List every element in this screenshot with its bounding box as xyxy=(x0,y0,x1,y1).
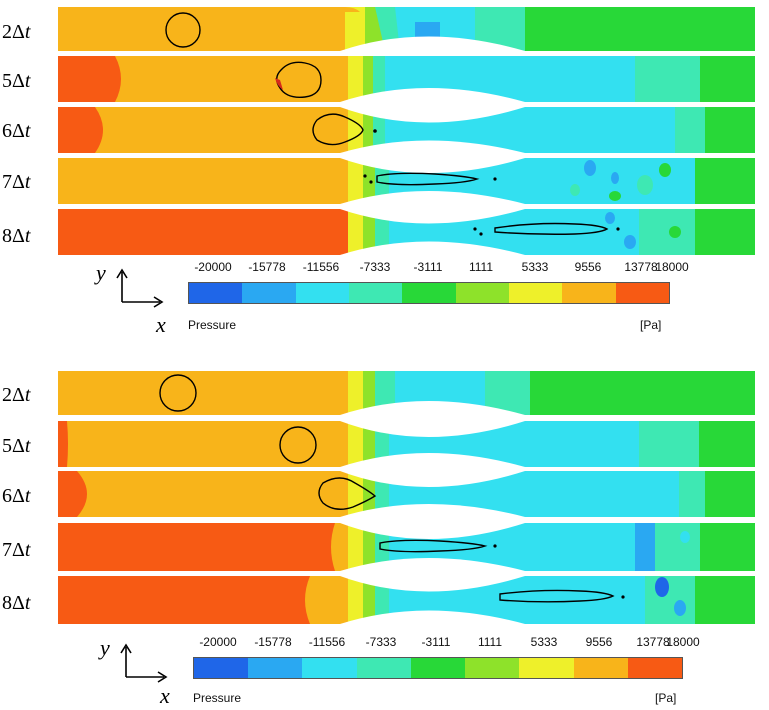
strip-5dt xyxy=(58,56,755,102)
strip-2dt xyxy=(58,7,755,51)
tick-label: -11556 xyxy=(302,260,340,274)
strip-2dt xyxy=(58,371,755,415)
swatch xyxy=(356,658,411,678)
tick-label: -3111 xyxy=(413,260,443,274)
axis-arrows xyxy=(116,268,164,308)
swatch xyxy=(562,283,616,303)
swatch xyxy=(189,283,243,303)
swatch xyxy=(465,658,520,678)
row-label-6dt: 6Δt xyxy=(2,120,31,142)
tick-label: 13778 xyxy=(624,260,658,274)
swatch xyxy=(410,658,466,678)
top-panel: 2Δt 5Δt 6Δt 7Δt 8Δt xyxy=(0,0,769,345)
tick-label: 13778 xyxy=(636,635,670,649)
row-label-7dt: 7Δt xyxy=(2,539,31,561)
pressure-contour-strips xyxy=(58,371,755,624)
tick-label: -15778 xyxy=(254,635,292,649)
row-label-5dt: 5Δt xyxy=(2,435,31,457)
colorbar-unit: [Pa] xyxy=(655,691,677,705)
pressure-colorbar: -20000 -15778 -11556 -7333 -3111 1111 53… xyxy=(188,260,689,340)
row-label-8dt: 8Δt xyxy=(2,592,31,614)
row-label-7dt: 7Δt xyxy=(2,171,31,193)
x-axis-letter: x xyxy=(156,312,166,337)
swatch xyxy=(242,283,296,303)
strip-6dt xyxy=(58,471,755,517)
row-label-6dt: 6Δt xyxy=(2,485,31,507)
tick-label: -3111 xyxy=(421,635,451,649)
tick-label: -15778 xyxy=(248,260,286,274)
swatch xyxy=(519,658,574,678)
colorbar-unit: [Pa] xyxy=(640,318,662,332)
row-label-5dt: 5Δt xyxy=(2,70,31,92)
x-axis-letter: x xyxy=(160,683,170,708)
tick-label: -20000 xyxy=(199,635,237,649)
pressure-contour-strips xyxy=(58,7,755,255)
y-axis-letter: y xyxy=(100,635,110,660)
row-label-2dt: 2Δt xyxy=(2,384,31,406)
colorbar-swatches xyxy=(193,657,683,679)
pressure-colorbar: -20000 -15778 -11556 -7333 -3111 1111 53… xyxy=(193,635,700,710)
swatch xyxy=(508,283,563,303)
tick-label: 1111 xyxy=(477,635,503,649)
swatch xyxy=(295,283,349,303)
colorbar-title: Pressure xyxy=(193,691,242,705)
strip-7dt xyxy=(58,158,755,204)
bottom-panel: 2Δt 5Δt 6Δt 7Δt 8Δt xyxy=(0,365,769,710)
tick-label: 9556 xyxy=(574,260,602,274)
tick-label: -11556 xyxy=(308,635,346,649)
swatch xyxy=(248,658,303,678)
row-label-8dt: 8Δt xyxy=(2,225,31,247)
swatch xyxy=(194,658,249,678)
strip-8dt xyxy=(58,209,755,255)
swatch xyxy=(627,658,682,678)
y-axis-letter: y xyxy=(96,260,106,285)
colorbar-swatches xyxy=(188,282,670,304)
strip-7dt xyxy=(58,523,755,571)
tick-label: 1111 xyxy=(468,260,494,274)
swatch xyxy=(348,283,403,303)
strip-5dt xyxy=(58,421,755,467)
swatch xyxy=(455,283,509,303)
tick-label: 5333 xyxy=(521,260,549,274)
swatch xyxy=(302,658,357,678)
strip-8dt xyxy=(58,576,755,624)
tick-label: 5333 xyxy=(530,635,558,649)
strip-6dt xyxy=(58,107,755,153)
tick-label: -7333 xyxy=(365,635,397,649)
swatch xyxy=(573,658,628,678)
swatch xyxy=(402,283,456,303)
row-label-2dt: 2Δt xyxy=(2,21,31,43)
tick-label: 9556 xyxy=(585,635,613,649)
axis-arrows xyxy=(120,643,168,683)
tick-label: 18000 xyxy=(666,635,700,649)
tick-label: -7333 xyxy=(359,260,391,274)
tick-label: -20000 xyxy=(194,260,232,274)
colorbar-title: Pressure xyxy=(188,318,237,332)
tick-label: 18000 xyxy=(655,260,689,274)
swatch xyxy=(615,283,669,303)
